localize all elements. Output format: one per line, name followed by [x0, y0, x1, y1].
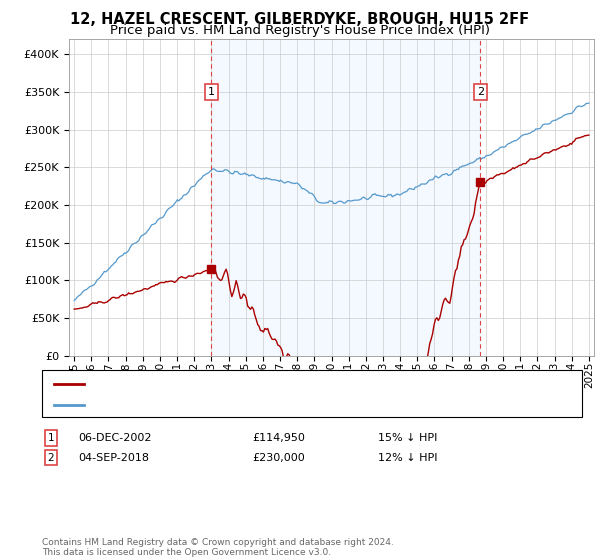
Text: 1: 1	[208, 87, 215, 97]
Text: 15% ↓ HPI: 15% ↓ HPI	[378, 433, 437, 443]
Text: Price paid vs. HM Land Registry's House Price Index (HPI): Price paid vs. HM Land Registry's House …	[110, 24, 490, 36]
Text: 2: 2	[476, 87, 484, 97]
Text: 12, HAZEL CRESCENT, GILBERDYKE, BROUGH, HU15 2FF (detached house): 12, HAZEL CRESCENT, GILBERDYKE, BROUGH, …	[93, 379, 481, 389]
Text: Contains HM Land Registry data © Crown copyright and database right 2024.
This d: Contains HM Land Registry data © Crown c…	[42, 538, 394, 557]
Text: 12% ↓ HPI: 12% ↓ HPI	[378, 452, 437, 463]
Text: HPI: Average price, detached house, East Riding of Yorkshire: HPI: Average price, detached house, East…	[93, 400, 409, 410]
Text: 2: 2	[47, 452, 55, 463]
Text: 04-SEP-2018: 04-SEP-2018	[78, 452, 149, 463]
Text: £230,000: £230,000	[252, 452, 305, 463]
Text: 12, HAZEL CRESCENT, GILBERDYKE, BROUGH, HU15 2FF: 12, HAZEL CRESCENT, GILBERDYKE, BROUGH, …	[70, 12, 530, 27]
Text: 06-DEC-2002: 06-DEC-2002	[78, 433, 151, 443]
Text: 1: 1	[47, 433, 55, 443]
Text: £114,950: £114,950	[252, 433, 305, 443]
Bar	[211, 39, 480, 356]
